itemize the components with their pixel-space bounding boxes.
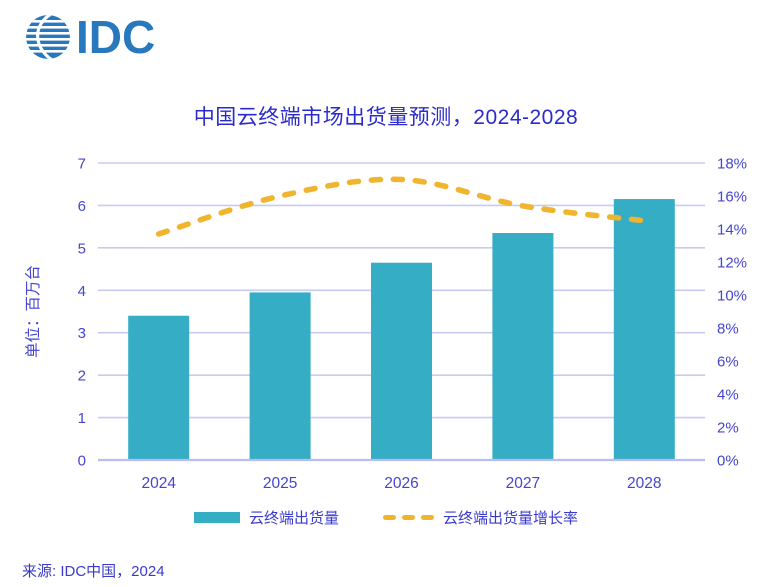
right-axis-tick-label: 2% xyxy=(717,420,739,437)
right-axis-tick-label: 18% xyxy=(717,156,747,173)
legend-item-growth-rate: 云终端出货量增长率 xyxy=(383,507,578,528)
x-axis-label-2027: 2027 xyxy=(506,475,540,492)
idc-globe-icon xyxy=(26,15,70,59)
source-note: 来源: IDC中国，2024 xyxy=(22,563,165,580)
right-axis-tick-label: 4% xyxy=(717,387,739,404)
legend-label-shipments: 云终端出货量 xyxy=(248,510,339,527)
x-axis-label-2024: 2024 xyxy=(141,475,176,492)
dashed-line-swatch-icon xyxy=(383,514,434,521)
bar-series-swatch-icon xyxy=(193,512,240,523)
bar-2024 xyxy=(128,315,190,460)
bar-2026 xyxy=(371,262,432,460)
left-axis-tick-label: 0 xyxy=(78,453,86,470)
chart-legend: 云终端出货量 云终端出货量增长率 xyxy=(0,507,772,528)
left-axis-tick-label: 6 xyxy=(78,198,86,215)
left-axis-tick-label: 7 xyxy=(78,156,86,173)
bar-2027 xyxy=(492,233,554,460)
x-axis-label-2025: 2025 xyxy=(263,475,297,492)
bar-2025 xyxy=(249,292,311,460)
right-axis-tick-label: 12% xyxy=(717,255,747,272)
x-axis-label-2028: 2028 xyxy=(627,475,661,492)
right-axis-tick-label: 8% xyxy=(717,321,739,338)
chart-title: 中国云终端市场出货量预测，2024-2028 xyxy=(193,106,579,129)
left-axis-tick-label: 4 xyxy=(78,283,86,300)
right-axis-tick-label: 16% xyxy=(717,189,747,206)
chart-plot-area: 0 1 2 3 4 5 6 7 0% 2% 4% 6% 8% 10% 12% 14% 16% 18% 单位：百万台 2… xyxy=(24,156,747,493)
growth-rate-line xyxy=(155,176,648,237)
right-axis-tick-label: 6% xyxy=(717,354,739,371)
left-axis-tick-label: 1 xyxy=(78,410,86,427)
y-axis-unit-label: 单位：百万台 xyxy=(24,265,42,358)
legend-label-growth-rate: 云终端出货量增长率 xyxy=(443,510,579,527)
x-axis-label-2026: 2026 xyxy=(384,475,418,492)
legend-item-shipments: 云终端出货量 xyxy=(193,507,339,528)
left-axis-tick-label: 3 xyxy=(78,325,86,342)
bar-2028 xyxy=(613,199,675,461)
right-axis-tick-label: 10% xyxy=(717,288,747,305)
left-axis-tick-label: 2 xyxy=(78,368,86,385)
right-axis-tick-label: 0% xyxy=(717,453,739,470)
idc-logo-text: IDC xyxy=(76,11,156,63)
right-axis-tick-label: 14% xyxy=(717,222,747,239)
idc-logo: IDC xyxy=(24,13,155,61)
left-axis-tick-label: 5 xyxy=(78,240,86,257)
